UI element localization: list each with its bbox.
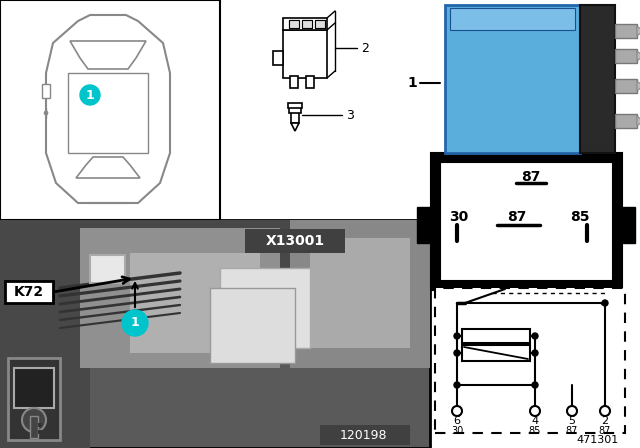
Circle shape (454, 333, 460, 339)
Bar (617, 207, 635, 243)
Polygon shape (70, 41, 146, 69)
Bar (0, 0, 220, 220)
Circle shape (44, 111, 48, 115)
Bar (90, 255, 125, 283)
Polygon shape (291, 123, 299, 131)
Bar (273, 51, 283, 65)
Bar (8, 358, 60, 440)
Text: 87: 87 (566, 426, 578, 436)
Circle shape (532, 350, 538, 356)
Bar (245, 229, 345, 253)
Bar (580, 5, 615, 153)
Bar (288, 103, 302, 108)
Polygon shape (637, 26, 640, 36)
Bar (14, 368, 54, 408)
Bar (130, 253, 260, 353)
Circle shape (602, 300, 608, 306)
Text: 2: 2 (602, 416, 609, 426)
Bar (450, 8, 575, 30)
Bar (302, 20, 312, 28)
Bar (0, 220, 430, 448)
Polygon shape (637, 116, 640, 126)
Circle shape (122, 310, 148, 336)
Circle shape (452, 406, 462, 416)
Text: 87: 87 (508, 210, 527, 224)
Text: K72: K72 (14, 285, 44, 299)
Bar (289, 107, 301, 113)
Text: 2: 2 (361, 42, 369, 55)
Bar (290, 220, 430, 368)
Text: 87: 87 (599, 426, 611, 436)
Bar (38, 430, 42, 434)
Bar (310, 238, 410, 348)
Circle shape (532, 333, 538, 339)
Bar (435, 157, 617, 285)
Bar (306, 76, 314, 88)
Text: 85: 85 (570, 210, 589, 224)
Bar (615, 49, 637, 63)
Bar (320, 425, 410, 445)
Circle shape (567, 406, 577, 416)
Polygon shape (46, 15, 170, 203)
Bar (38, 423, 42, 427)
Polygon shape (637, 51, 640, 61)
Text: 120198: 120198 (339, 428, 387, 441)
Circle shape (530, 406, 540, 416)
Bar (435, 288, 625, 433)
Bar (291, 111, 299, 123)
Bar (30, 416, 38, 438)
Circle shape (454, 382, 460, 388)
Bar (290, 76, 298, 88)
Bar (289, 20, 299, 28)
Bar (615, 24, 637, 38)
Text: 471301: 471301 (577, 435, 619, 445)
Text: 1: 1 (407, 76, 417, 90)
Polygon shape (637, 81, 640, 91)
Text: 6: 6 (454, 416, 461, 426)
Polygon shape (76, 157, 140, 178)
Polygon shape (68, 73, 148, 153)
Circle shape (532, 382, 538, 388)
Text: 5: 5 (568, 416, 575, 426)
Text: 87: 87 (522, 170, 541, 184)
Circle shape (454, 350, 460, 356)
Bar (462, 345, 530, 361)
Bar (80, 228, 280, 368)
Text: 1: 1 (131, 316, 140, 329)
Bar (283, 30, 327, 78)
Bar (0, 220, 430, 278)
Bar (615, 79, 637, 93)
Circle shape (80, 85, 100, 105)
Bar (417, 207, 435, 243)
Bar (462, 329, 530, 343)
Bar (283, 18, 327, 30)
Text: 4: 4 (531, 416, 539, 426)
Bar (315, 20, 325, 28)
Circle shape (22, 408, 46, 432)
Bar (302, 20, 312, 28)
Text: X13001: X13001 (266, 234, 324, 248)
Text: 1: 1 (86, 89, 94, 102)
Bar (315, 20, 325, 28)
Text: 30: 30 (451, 426, 463, 436)
Bar (42, 84, 50, 98)
Circle shape (600, 406, 610, 416)
Bar (615, 114, 637, 128)
Bar (220, 268, 310, 348)
Bar (5, 281, 53, 303)
Text: 3: 3 (346, 108, 354, 121)
Bar (0, 220, 90, 448)
Bar (289, 20, 299, 28)
Bar (210, 288, 295, 363)
Bar (445, 5, 580, 153)
Text: 30: 30 (449, 210, 468, 224)
Text: 85: 85 (529, 426, 541, 436)
